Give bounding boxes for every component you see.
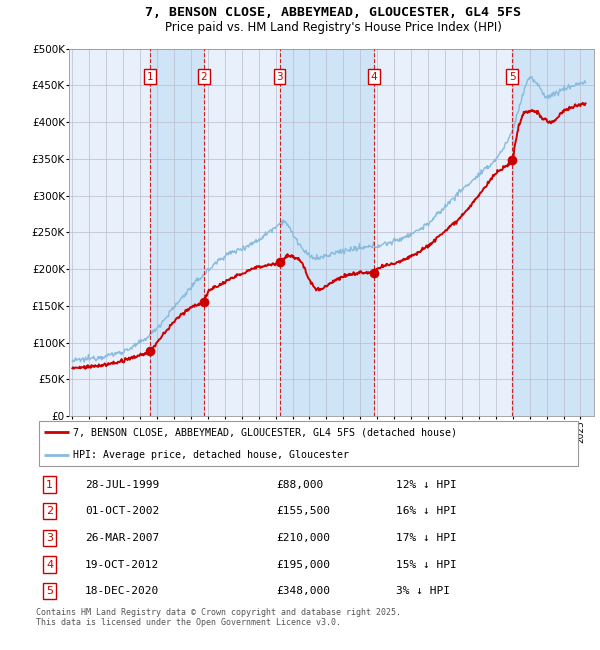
Text: 5: 5 [46,586,53,596]
Text: 1: 1 [146,72,153,82]
FancyBboxPatch shape [39,421,578,466]
Text: 1: 1 [46,480,53,489]
Text: 4: 4 [46,560,53,569]
Text: 18-DEC-2020: 18-DEC-2020 [85,586,160,596]
Text: 01-OCT-2002: 01-OCT-2002 [85,506,160,516]
Text: £155,500: £155,500 [276,506,330,516]
Text: 26-MAR-2007: 26-MAR-2007 [85,533,160,543]
Text: £195,000: £195,000 [276,560,330,569]
Text: £348,000: £348,000 [276,586,330,596]
Text: 7, BENSON CLOSE, ABBEYMEAD, GLOUCESTER, GL4 5FS: 7, BENSON CLOSE, ABBEYMEAD, GLOUCESTER, … [145,6,521,20]
Text: 15% ↓ HPI: 15% ↓ HPI [397,560,457,569]
Text: HPI: Average price, detached house, Gloucester: HPI: Average price, detached house, Glou… [73,450,349,460]
Text: 16% ↓ HPI: 16% ↓ HPI [397,506,457,516]
Bar [150,49,203,416]
Text: 2: 2 [200,72,207,82]
Text: 5: 5 [509,72,515,82]
Text: 3: 3 [46,533,53,543]
Text: 28-JUL-1999: 28-JUL-1999 [85,480,160,489]
Text: 7, BENSON CLOSE, ABBEYMEAD, GLOUCESTER, GL4 5FS (detached house): 7, BENSON CLOSE, ABBEYMEAD, GLOUCESTER, … [73,428,457,437]
Text: £210,000: £210,000 [276,533,330,543]
Text: Price paid vs. HM Land Registry's House Price Index (HPI): Price paid vs. HM Land Registry's House … [164,21,502,34]
Text: 19-OCT-2012: 19-OCT-2012 [85,560,160,569]
Text: 3: 3 [276,72,283,82]
Text: 12% ↓ HPI: 12% ↓ HPI [397,480,457,489]
Text: £88,000: £88,000 [276,480,323,489]
Bar [512,49,594,416]
Bar [280,49,374,416]
Text: 4: 4 [371,72,377,82]
Text: 17% ↓ HPI: 17% ↓ HPI [397,533,457,543]
Text: Contains HM Land Registry data © Crown copyright and database right 2025.
This d: Contains HM Land Registry data © Crown c… [36,608,401,627]
Text: 2: 2 [46,506,53,516]
Text: 3% ↓ HPI: 3% ↓ HPI [397,586,451,596]
